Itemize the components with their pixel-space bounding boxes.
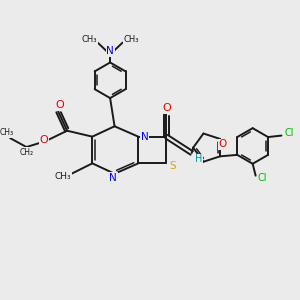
Text: CH₃: CH₃ [82, 35, 97, 44]
Text: S: S [170, 161, 176, 171]
Text: O: O [162, 103, 171, 113]
Text: CH₃: CH₃ [123, 35, 139, 44]
Text: O: O [39, 135, 48, 145]
Text: O: O [55, 100, 64, 110]
Text: N: N [106, 46, 114, 56]
Text: Cl: Cl [257, 173, 267, 183]
Text: Cl: Cl [284, 128, 294, 138]
Text: H: H [194, 154, 202, 164]
Text: N: N [109, 173, 117, 183]
Text: CH₃: CH₃ [55, 172, 72, 181]
Text: CH₂: CH₂ [20, 148, 34, 157]
Text: O: O [219, 139, 227, 149]
Text: CH₃: CH₃ [0, 128, 14, 137]
Text: N: N [141, 132, 149, 142]
